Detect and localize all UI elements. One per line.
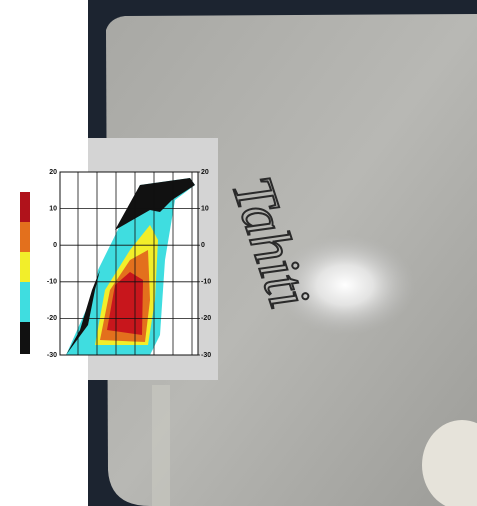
- y-tick-label: -10: [47, 279, 57, 286]
- colorbar-segment: [20, 282, 30, 322]
- y-tick-label: 10: [49, 205, 57, 212]
- y-tick-label: -20: [47, 315, 57, 322]
- y2-tick-label: -20: [201, 315, 211, 322]
- y2-tick-label: 10: [201, 205, 209, 212]
- photo: Tahiti 20100-10-20-3020100-10-20-30: [0, 0, 477, 506]
- y-tick-label: 0: [53, 242, 57, 249]
- y-tick-label: 20: [49, 169, 57, 176]
- colorbar-segment: [20, 322, 30, 354]
- y2-tick-label: 20: [201, 169, 209, 176]
- y2-tick-label: -30: [201, 352, 211, 359]
- y2-tick-label: 0: [201, 242, 205, 249]
- colorbar-segment: [20, 252, 30, 282]
- paper-strip: [152, 385, 170, 506]
- colorbar-segment: [20, 192, 30, 222]
- y-tick-label: -30: [47, 352, 57, 359]
- colorbar-segment: [20, 222, 30, 252]
- y2-tick-label: -10: [201, 279, 211, 286]
